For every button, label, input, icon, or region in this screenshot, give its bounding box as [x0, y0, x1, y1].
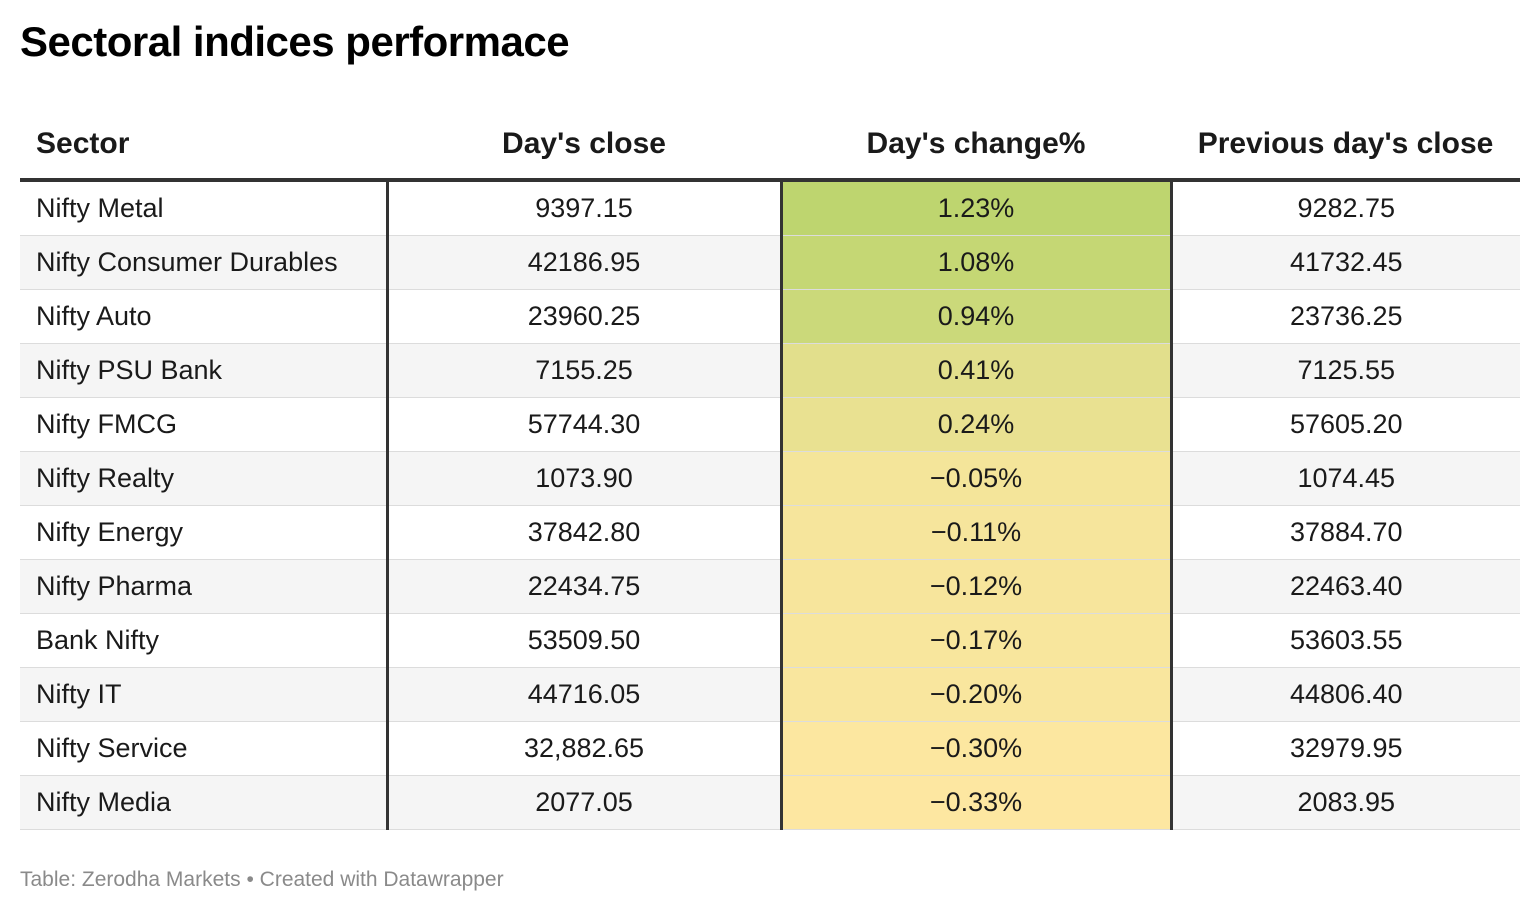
previous-close-cell: 9282.75 [1169, 180, 1520, 236]
days-close-cell: 7155.25 [385, 343, 781, 398]
sector-cell: Nifty Pharma [20, 559, 387, 614]
table-row: Bank Nifty 53509.50 −0.17% 53603.55 [20, 613, 1520, 668]
header-previous-close[interactable]: Previous day's close [1171, 110, 1520, 182]
sector-cell: Nifty IT [20, 667, 387, 722]
days-change-cell: 1.23% [779, 180, 1171, 236]
previous-close-cell: 23736.25 [1169, 289, 1520, 344]
days-change-cell: 0.41% [779, 343, 1171, 398]
days-close-cell: 37842.80 [385, 505, 781, 560]
days-close-cell: 42186.95 [385, 235, 781, 290]
previous-close-cell: 57605.20 [1169, 397, 1520, 452]
footer-credit: Created with Datawrapper [259, 868, 504, 891]
sector-cell: Nifty Consumer Durables [20, 235, 387, 290]
days-change-cell: −0.11% [779, 505, 1171, 560]
sector-table: Sector Day's close Day's change% Previou… [20, 110, 1520, 830]
previous-close-cell: 37884.70 [1169, 505, 1520, 560]
previous-close-cell: 41732.45 [1169, 235, 1520, 290]
table-row: Nifty IT 44716.05 −0.20% 44806.40 [20, 667, 1520, 722]
table-row: Nifty Auto 23960.25 0.94% 23736.25 [20, 289, 1520, 344]
previous-close-cell: 1074.45 [1169, 451, 1520, 506]
sector-cell: Nifty Media [20, 775, 387, 830]
sector-cell: Nifty Service [20, 721, 387, 776]
sector-cell: Nifty Realty [20, 451, 387, 506]
table-row: Nifty Realty 1073.90 −0.05% 1074.45 [20, 451, 1520, 506]
footer-separator: • [246, 868, 254, 891]
header-row: Sector Day's close Day's change% Previou… [20, 110, 1520, 182]
days-close-cell: 22434.75 [385, 559, 781, 614]
table-row: Nifty Metal 9397.15 1.23% 9282.75 [20, 180, 1520, 236]
sector-cell: Nifty Energy [20, 505, 387, 560]
days-change-cell: −0.17% [779, 613, 1171, 668]
days-change-cell: −0.05% [779, 451, 1171, 506]
sector-cell: Nifty Metal [20, 180, 387, 236]
chart-title: Sectoral indices performace [20, 18, 570, 65]
sector-cell: Nifty FMCG [20, 397, 387, 452]
table-row: Nifty PSU Bank 7155.25 0.41% 7125.55 [20, 343, 1520, 398]
days-change-cell: 1.08% [779, 235, 1171, 290]
footer-source: Table: Zerodha Markets [20, 868, 241, 891]
days-close-cell: 57744.30 [385, 397, 781, 452]
days-change-cell: −0.12% [779, 559, 1171, 614]
days-close-cell: 2077.05 [385, 775, 781, 830]
previous-close-cell: 7125.55 [1169, 343, 1520, 398]
footer: Table: Zerodha Markets • Created with Da… [20, 868, 504, 892]
previous-close-cell: 53603.55 [1169, 613, 1520, 668]
previous-close-cell: 2083.95 [1169, 775, 1520, 830]
previous-close-cell: 32979.95 [1169, 721, 1520, 776]
days-change-cell: −0.33% [779, 775, 1171, 830]
table-row: Nifty FMCG 57744.30 0.24% 57605.20 [20, 397, 1520, 452]
header-days-close[interactable]: Day's close [387, 110, 781, 182]
sector-cell: Nifty PSU Bank [20, 343, 387, 398]
table-row: Nifty Pharma 22434.75 −0.12% 22463.40 [20, 559, 1520, 614]
days-change-cell: 0.24% [779, 397, 1171, 452]
days-close-cell: 32,882.65 [385, 721, 781, 776]
table-row: Nifty Energy 37842.80 −0.11% 37884.70 [20, 505, 1520, 560]
sector-cell: Nifty Auto [20, 289, 387, 344]
header-days-change[interactable]: Day's change% [781, 110, 1171, 182]
days-change-cell: −0.30% [779, 721, 1171, 776]
previous-close-cell: 44806.40 [1169, 667, 1520, 722]
header-sector[interactable]: Sector [20, 110, 387, 182]
table-row: Nifty Media 2077.05 −0.33% 2083.95 [20, 775, 1520, 830]
table-row: Nifty Service 32,882.65 −0.30% 32979.95 [20, 721, 1520, 776]
days-close-cell: 23960.25 [385, 289, 781, 344]
sector-cell: Bank Nifty [20, 613, 387, 668]
days-change-cell: −0.20% [779, 667, 1171, 722]
days-close-cell: 44716.05 [385, 667, 781, 722]
days-close-cell: 9397.15 [385, 180, 781, 236]
previous-close-cell: 22463.40 [1169, 559, 1520, 614]
table-body: Nifty Metal 9397.15 1.23% 9282.75 Nifty Cons… [20, 180, 1520, 830]
days-close-cell: 1073.90 [385, 451, 781, 506]
table-row: Nifty Consumer Durables 42186.95 1.08% 4173… [20, 235, 1520, 290]
days-change-cell: 0.94% [779, 289, 1171, 344]
days-close-cell: 53509.50 [385, 613, 781, 668]
